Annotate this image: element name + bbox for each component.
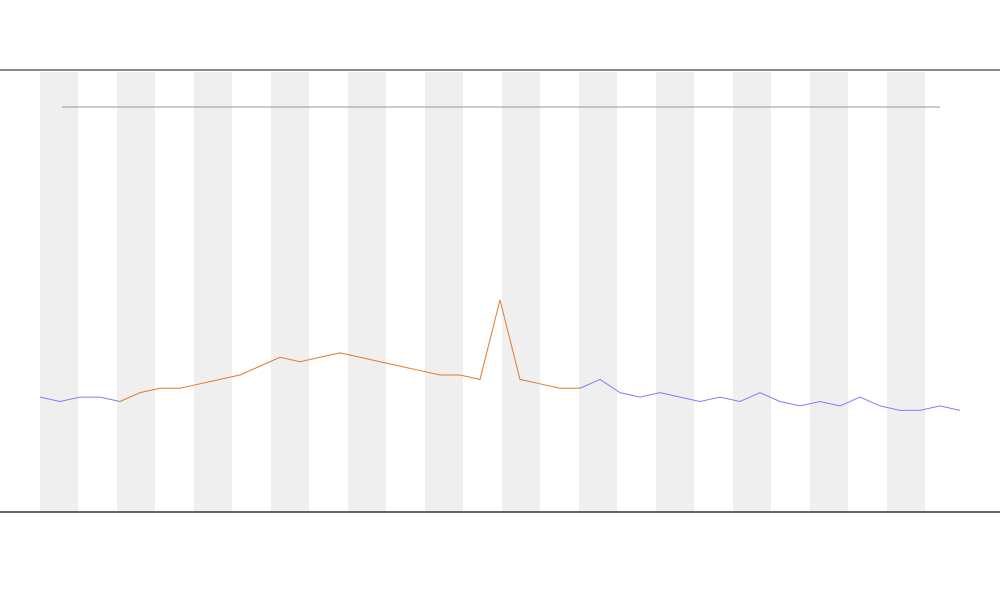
band bbox=[733, 72, 771, 512]
band bbox=[502, 72, 540, 512]
band bbox=[579, 72, 617, 512]
series-line bbox=[119, 299, 580, 402]
band bbox=[194, 72, 232, 512]
band bbox=[271, 72, 309, 512]
band bbox=[425, 72, 463, 512]
band bbox=[656, 72, 694, 512]
band bbox=[810, 72, 848, 512]
series-line bbox=[39, 378, 961, 411]
band bbox=[117, 72, 155, 512]
bands bbox=[40, 72, 925, 512]
band bbox=[887, 72, 925, 512]
band bbox=[348, 72, 386, 512]
band bbox=[40, 72, 78, 512]
